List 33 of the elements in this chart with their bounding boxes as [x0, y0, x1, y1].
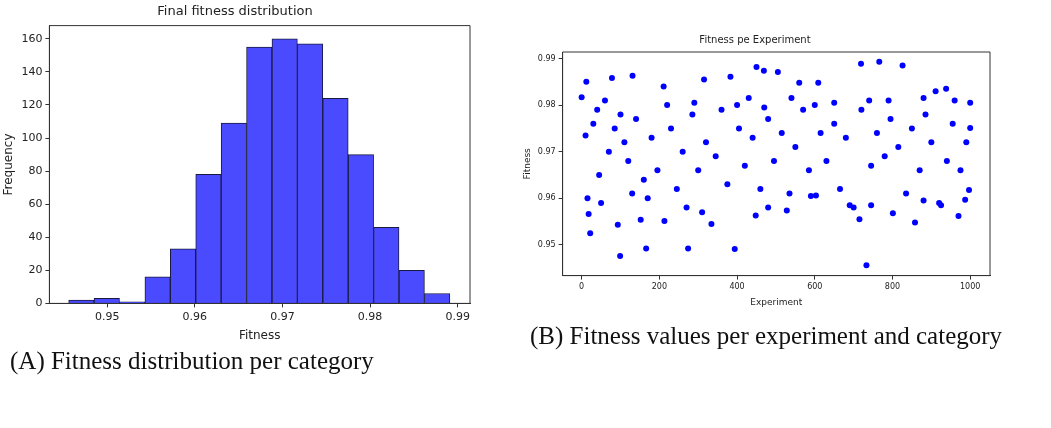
y-tick-label: 120 [21, 97, 43, 111]
x-tick-label: 0.99 [445, 309, 470, 323]
y-tick-label: 20 [28, 263, 43, 277]
x-tick-label: 200 [651, 282, 667, 292]
x-tick-label: 0.97 [270, 309, 295, 323]
y-tick-label: 100 [21, 130, 43, 144]
y-tick-label: 0 [35, 296, 43, 310]
y-tick-label: 80 [28, 163, 43, 177]
x-axis-title: Experiment [750, 296, 803, 307]
y-tick-label: 40 [28, 230, 43, 244]
y-axis-title: Fitness [521, 147, 532, 180]
y-tick-label: 60 [28, 197, 43, 211]
chart-title: Fitness pe Experiment [699, 33, 811, 45]
x-tick-label: 0.96 [182, 309, 208, 323]
chart-title: Final fitness distribution [157, 3, 313, 19]
y-tick-label: 140 [21, 64, 43, 78]
text: (A) Fitness distribution per category [9, 346, 375, 377]
text: (B) Fitness values per experiment and category [529, 321, 1004, 352]
y-tick-label: 0.96 [537, 193, 556, 203]
y-tick-label: 0.97 [537, 146, 556, 156]
y-axis-title: Frequency [1, 133, 16, 196]
y-tick-label: 0.99 [537, 53, 556, 63]
x-tick-label: 1000 [960, 282, 981, 292]
y-tick-label: 160 [21, 31, 43, 45]
y-tick-label: 0.95 [537, 239, 556, 249]
x-tick-label: 0.95 [94, 309, 120, 323]
x-tick-label: 400 [729, 282, 745, 292]
x-tick-label: 0 [579, 282, 585, 292]
x-tick-label: 600 [807, 282, 823, 292]
y-tick-label: 0.98 [537, 100, 556, 110]
x-tick-label: 800 [884, 282, 901, 292]
x-axis-title: Fitness [238, 327, 281, 342]
x-tick-label: 0.98 [357, 309, 383, 323]
